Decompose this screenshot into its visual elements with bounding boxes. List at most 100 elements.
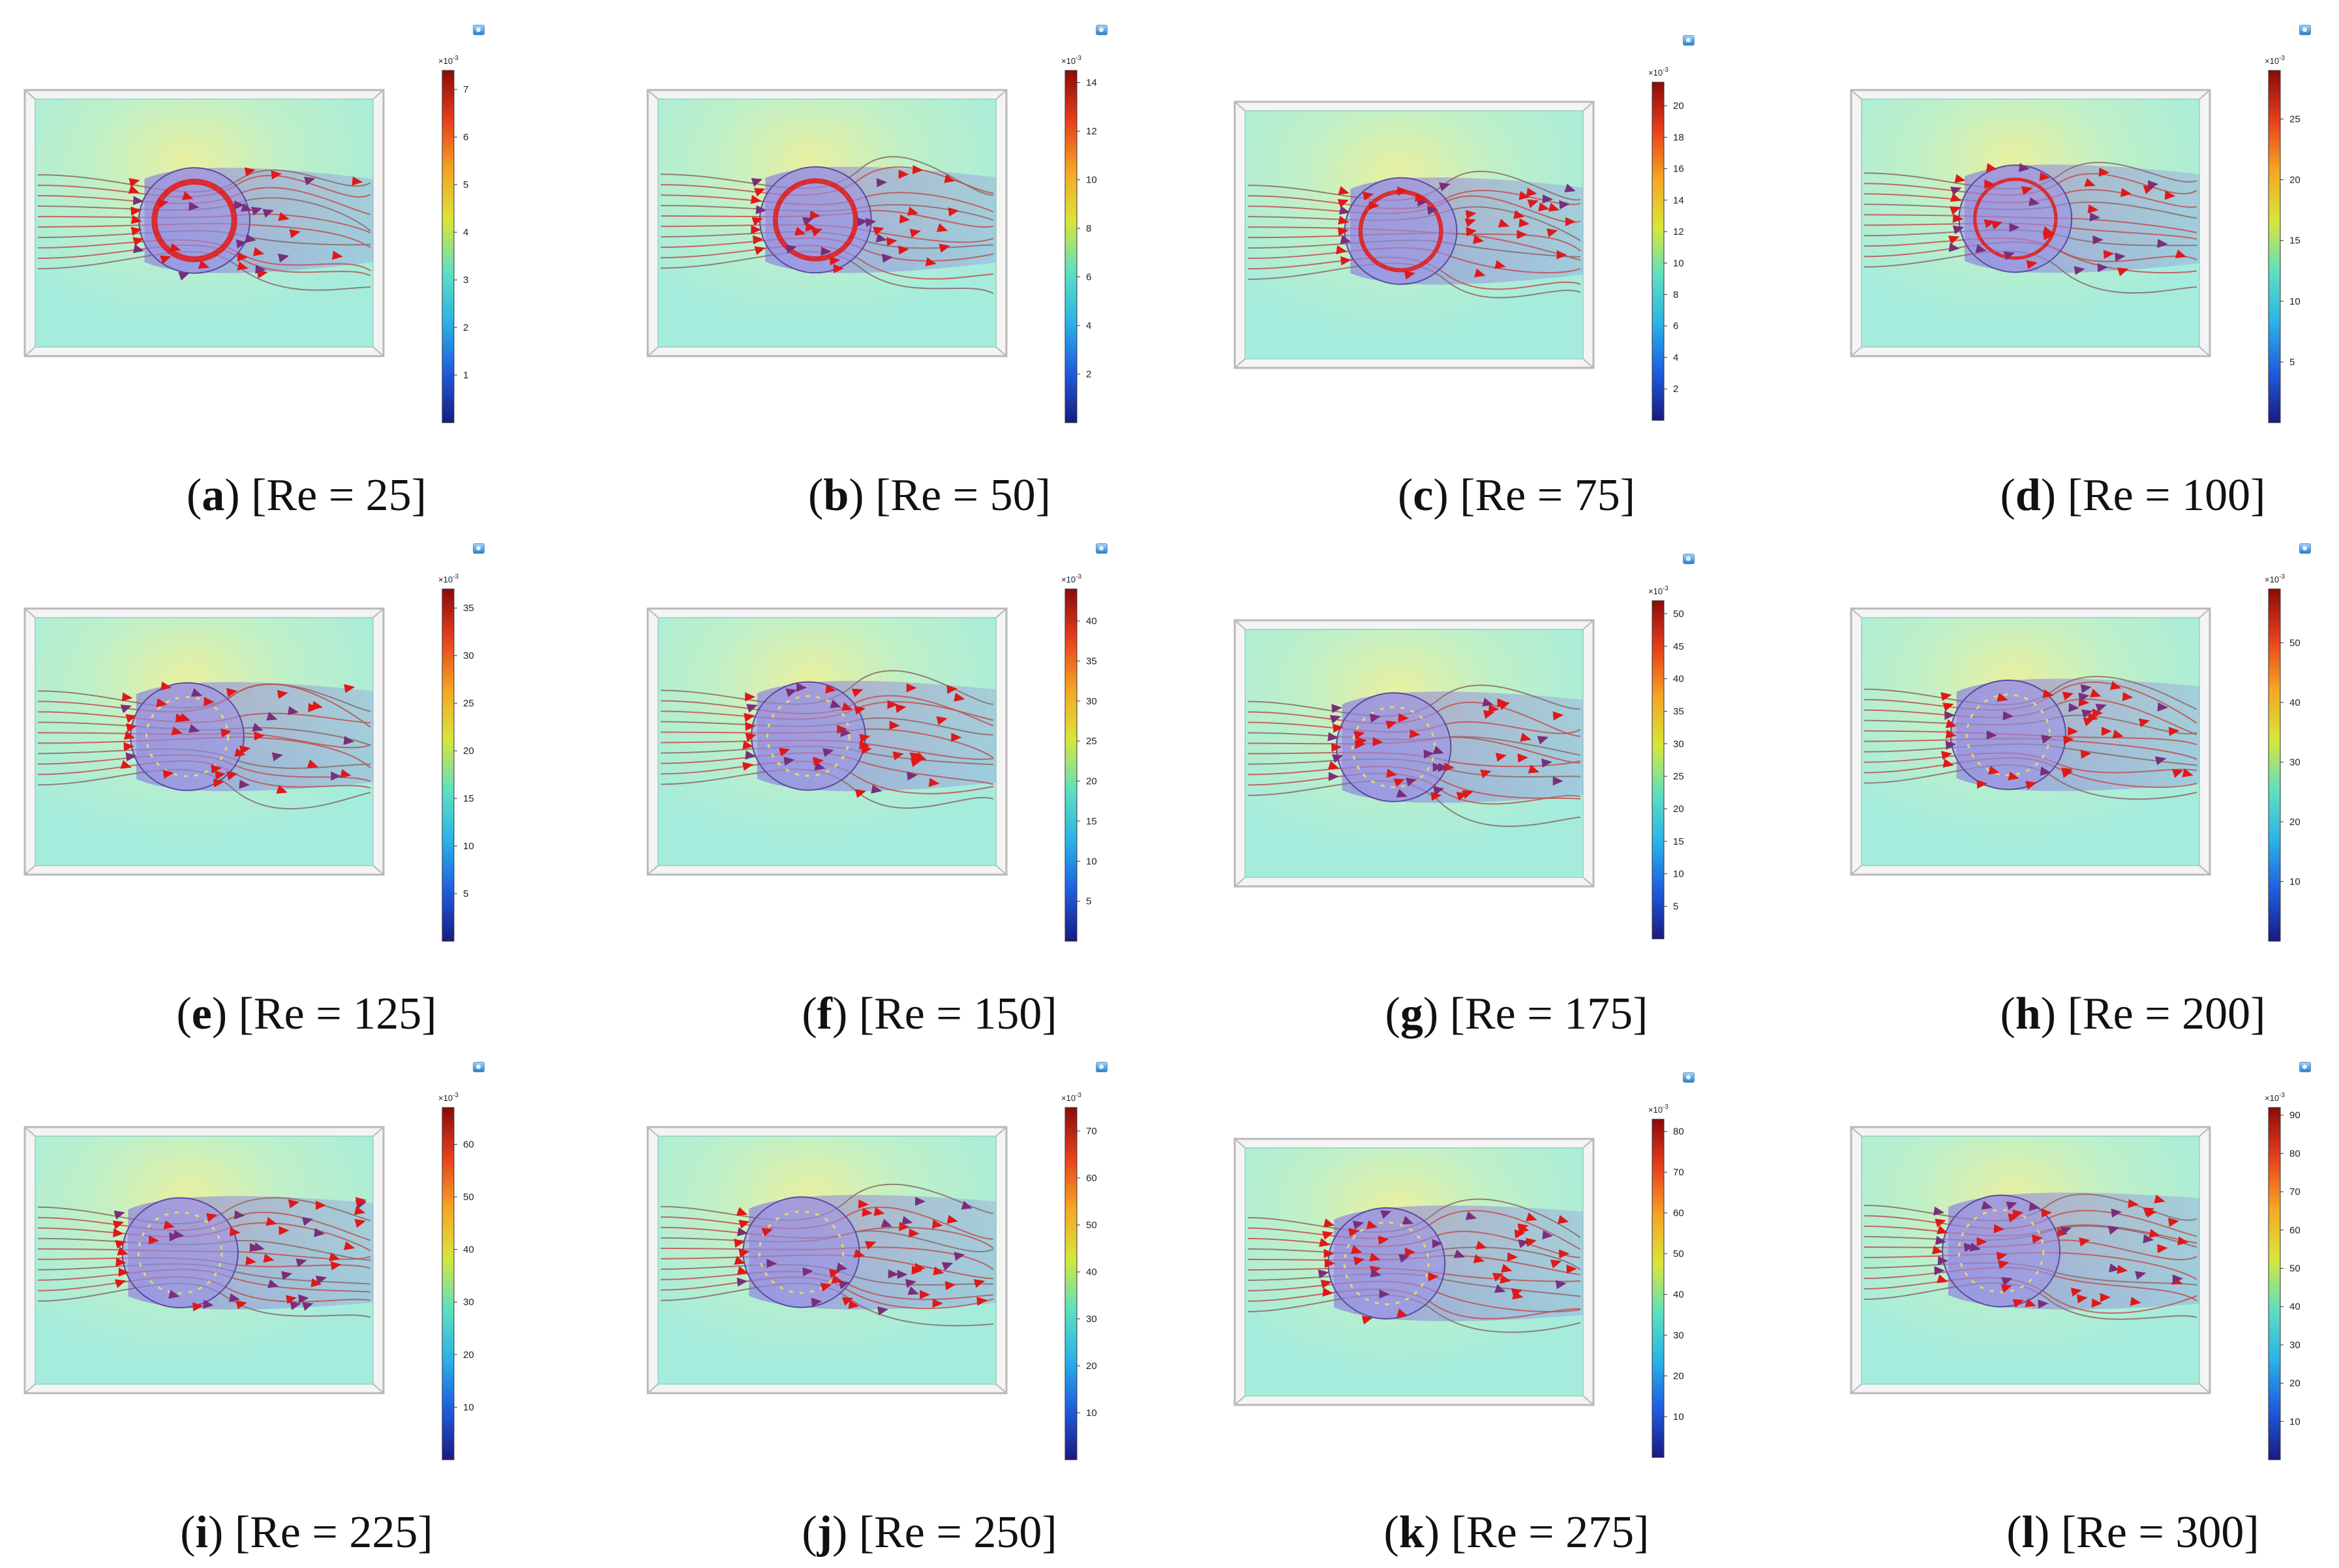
flow-arrows	[1327, 697, 1564, 801]
panel-f: 5 10 15 20 25 30 35 40 ×10-3 (f) [Re = 150]	[642, 543, 1230, 1040]
panel-caption: (a) [Re = 25]	[187, 470, 427, 520]
flow-arrows	[742, 682, 965, 798]
colorbar: 5 10 15 20 25 30 35 40 45 50 ×10-3	[1648, 585, 1684, 939]
colorbar-tick-label: 30	[2289, 1340, 2301, 1351]
colorbar-tick-label: 50	[463, 1192, 474, 1203]
view-camera-icon	[1683, 554, 1695, 565]
colorbar-tick-label: 40	[1673, 1289, 1684, 1301]
colorbar-tick-label: 45	[1673, 641, 1684, 652]
colorbar-tick-label: 18	[1673, 132, 1684, 143]
view-camera-icon	[1683, 1072, 1695, 1083]
view-camera-icon	[2299, 543, 2311, 554]
reynolds-label: [Re = 100]	[2067, 470, 2266, 520]
reynolds-label: [Re = 125]	[238, 989, 437, 1039]
panel-b: 2 4 6 8 10 12 14 ×10-3 (b) [Re = 50]	[642, 25, 1230, 522]
simulation-plot-l: 10 20 30 40 50 60 70 80 90 ×10-3	[1850, 1092, 2301, 1460]
flow-arrows	[1336, 182, 1576, 280]
view-camera-icon	[1096, 1062, 1108, 1072]
simulation-plot-i: 10 20 30 40 50 60 ×10-3	[23, 1092, 474, 1460]
cylinder	[1335, 692, 1452, 802]
colorbar-tick-label: 2	[463, 322, 468, 333]
colorbar-tick-label: 4	[463, 227, 468, 238]
simulation-plot-j: 10 20 30 40 50 60 70 ×10-3	[646, 1092, 1097, 1460]
colorbar-tick-label: 12	[1673, 226, 1684, 237]
reynolds-label: [Re = 150]	[858, 989, 1057, 1039]
view-camera-icon	[1096, 543, 1108, 554]
colorbar-tick-label: 10	[1086, 856, 1097, 867]
colorbar-tick-label: 25	[2289, 113, 2301, 125]
colorbar-multiplier: ×10-3	[2265, 55, 2285, 66]
reynolds-label: [Re = 225]	[234, 1507, 433, 1558]
colorbar-tick-label: 35	[463, 603, 474, 614]
colorbar-tick-label: 40	[463, 1244, 474, 1256]
colorbar-tick-label: 10	[463, 1402, 474, 1413]
colorbar-tick-label: 20	[463, 746, 474, 757]
colorbar-tick-label: 15	[1086, 816, 1097, 827]
colorbar-multiplier: ×10-3	[438, 1092, 459, 1103]
colorbar: 10 20 30 40 50 60 70 ×10-3	[1061, 1092, 1097, 1460]
colorbar-tick-label: 25	[1086, 736, 1097, 747]
simulation-plot-g: 5 10 15 20 25 30 35 40 45 50 ×10-3	[1233, 585, 1684, 939]
colorbar: 5 10 15 20 25 30 35 40 ×10-3	[1061, 573, 1097, 942]
colorbar-tick-label: 60	[463, 1139, 474, 1150]
colorbar-multiplier: ×10-3	[1648, 1104, 1668, 1115]
cylinder	[138, 167, 250, 274]
colorbar-tick-label: 50	[1673, 609, 1684, 620]
colorbar-multiplier: ×10-3	[1648, 585, 1668, 596]
panel-caption: (i) [Re = 225]	[180, 1507, 433, 1558]
colorbar-tick-label: 5	[463, 888, 468, 899]
colorbar: 5 10 15 20 25 ×10-3	[2265, 55, 2301, 423]
colorbar-tick-label: 30	[2289, 757, 2301, 768]
panel-letter: f	[817, 989, 832, 1039]
colorbar-tick-label: 30	[463, 650, 474, 661]
colorbar-multiplier: ×10-3	[438, 55, 459, 66]
colorbar-tick-label: 40	[2289, 697, 2301, 708]
panel-h: 10 20 30 40 50 ×10-3 (h) [Re = 200]	[1846, 543, 2339, 1040]
simulation-plot-k: 10 20 30 40 50 60 70 80 ×10-3	[1233, 1104, 1684, 1458]
domain-frame	[1233, 1138, 1595, 1406]
colorbar-tick-label: 70	[2289, 1186, 2301, 1198]
colorbar-tick-label: 20	[2289, 175, 2301, 186]
flow-arrows	[1948, 162, 2187, 277]
panel-caption: (g) [Re = 175]	[1385, 989, 1648, 1039]
simulation-plot-c: 2 4 6 8 10 12 14 16 18 20 ×10-3	[1233, 67, 1684, 421]
simulation-plot-d: 5 10 15 20 25 ×10-3	[1850, 55, 2301, 423]
panel-letter: h	[2015, 989, 2041, 1039]
panel-caption: (k) [Re = 275]	[1383, 1507, 1650, 1558]
colorbar-tick-label: 6	[463, 132, 468, 143]
panel-g: 5 10 15 20 25 30 35 40 45 50 ×10-3 (g) [Re = 175]	[1230, 554, 1817, 1040]
panel-letter: e	[191, 989, 212, 1039]
colorbar-tick-label: 3	[463, 275, 468, 286]
flow-arrows	[750, 164, 959, 273]
panel-i: 10 20 30 40 50 60 ×10-3 (i) [Re = 225]	[20, 1062, 607, 1559]
colorbar-multiplier: ×10-3	[1648, 67, 1668, 78]
colorbar-tick-label: 12	[1086, 126, 1097, 137]
colorbar-tick-label: 5	[2289, 357, 2295, 368]
reynolds-label: [Re = 175]	[1449, 989, 1648, 1039]
panel-k: 10 20 30 40 50 60 70 80 ×10-3 (k) [Re = 275]	[1230, 1072, 1817, 1559]
view-camera-icon	[1683, 35, 1695, 46]
panel-d: 5 10 15 20 25 ×10-3 (d) [Re = 100]	[1846, 25, 2339, 522]
colorbar-tick-label: 35	[1673, 706, 1684, 717]
reynolds-label: [Re = 50]	[875, 470, 1051, 520]
view-camera-icon	[2299, 25, 2311, 35]
colorbar-tick-label: 15	[1673, 836, 1684, 847]
colorbar-tick-label: 20	[2289, 1378, 2301, 1389]
colorbar-tick-label: 10	[1673, 1411, 1684, 1423]
panel-j: 10 20 30 40 50 60 70 ×10-3 (j) [Re = 250]	[642, 1062, 1230, 1559]
colorbar-tick-label: 10	[463, 841, 474, 852]
panel-letter: i	[195, 1507, 209, 1558]
flow-arrows	[128, 167, 363, 281]
flow-arrows	[112, 1197, 367, 1312]
colorbar-tick-label: 20	[1673, 804, 1684, 815]
colorbar-multiplier: ×10-3	[2265, 1092, 2285, 1103]
colorbar-tick-label: 10	[2289, 296, 2301, 307]
simulation-plot-b: 2 4 6 8 10 12 14 ×10-3	[646, 55, 1097, 423]
cylinder	[1942, 1194, 2060, 1308]
colorbar-tick-label: 20	[1086, 776, 1097, 787]
panel-a: 1 2 3 4 5 6 7 ×10-3 (a) [Re = 25]	[20, 25, 607, 522]
cylinder	[1958, 164, 2073, 273]
panel-caption: (l) [Re = 300]	[2006, 1507, 2259, 1558]
colorbar-tick-label: 4	[1086, 320, 1091, 331]
colorbar-tick-label: 90	[2289, 1110, 2301, 1121]
